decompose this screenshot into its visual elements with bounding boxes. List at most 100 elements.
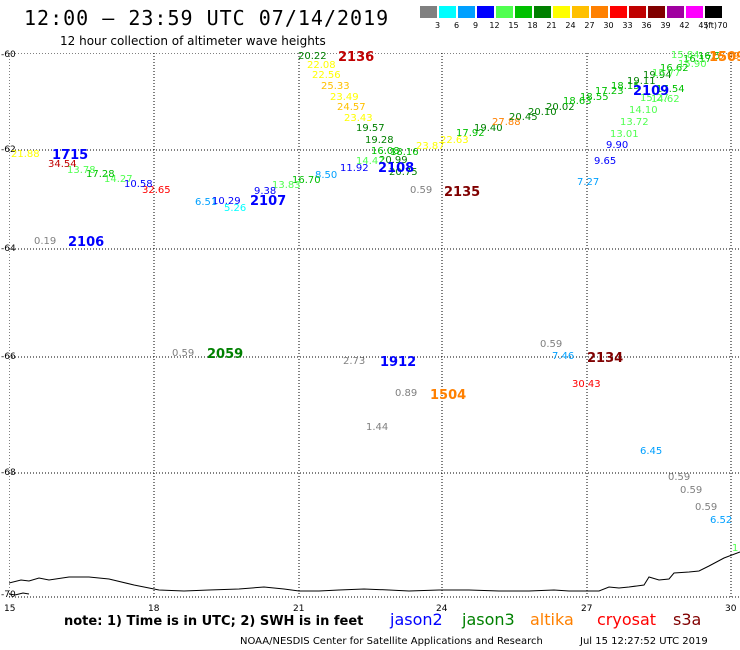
credit-line: NOAA/NESDIS Center for Satellite Applica… bbox=[240, 636, 543, 647]
wave-height-label: 1 bbox=[732, 543, 739, 554]
pass-number-label: 1509 bbox=[709, 50, 740, 65]
wave-height-label: 18.55 bbox=[580, 92, 609, 103]
wave-height-label: 16.08 bbox=[371, 146, 400, 157]
wave-height-label: 23.49 bbox=[330, 92, 359, 103]
wave-height-label: 24.57 bbox=[337, 102, 366, 113]
lat-tick-60: -60 bbox=[1, 50, 16, 60]
wave-height-label: 17.28 bbox=[86, 169, 115, 180]
colorbar-label: 70 bbox=[717, 21, 728, 30]
pass-number-label: 2107 bbox=[250, 194, 287, 209]
wave-height-label: 19.28 bbox=[365, 135, 394, 146]
colorbar-swatch bbox=[439, 6, 456, 18]
wave-height-label: 16.70 bbox=[292, 175, 321, 186]
wave-height-label: 16.17 bbox=[683, 54, 712, 65]
colorbar-swatch bbox=[572, 6, 589, 18]
wave-height-label: 20.10 bbox=[528, 107, 557, 118]
wave-height-label: 22.63 bbox=[440, 135, 469, 146]
lat-tick-64: -64 bbox=[1, 244, 16, 254]
colorbar-label: 21 bbox=[546, 21, 557, 30]
wave-height-label: 18.63 bbox=[563, 96, 592, 107]
colorbar-swatch bbox=[648, 6, 665, 18]
wave-height-label: 15.84 bbox=[671, 50, 700, 61]
colorbar-swatch bbox=[420, 6, 437, 18]
colorbar-swatch bbox=[458, 6, 475, 18]
wave-height-label: 18.16 bbox=[390, 147, 419, 158]
pass-number-label: 2106 bbox=[68, 235, 105, 250]
wave-height-label: 0.59 bbox=[695, 502, 718, 513]
colorbar-swatch bbox=[610, 6, 627, 18]
wave-height-label: 10.58 bbox=[124, 179, 153, 190]
colorbar-label: 6 bbox=[453, 21, 460, 30]
wave-height-label: 20.99 bbox=[379, 155, 408, 166]
wave-height-label: 16.62 bbox=[660, 63, 689, 74]
wave-height-label: 15.90 bbox=[678, 59, 707, 70]
wave-height-label: 13.72 bbox=[620, 117, 649, 128]
satellite-legend-altika: altika bbox=[530, 610, 574, 629]
satellite-legend-jason3: jason3 bbox=[462, 610, 515, 629]
wave-height-label: 20.45 bbox=[509, 112, 538, 123]
wave-height-label: 9.90 bbox=[606, 140, 629, 151]
wave-height-label: 13.83 bbox=[272, 180, 301, 191]
pass-number-label: 2109 bbox=[633, 84, 670, 99]
map-area bbox=[9, 53, 740, 598]
wave-height-label: 8.50 bbox=[315, 170, 338, 181]
wave-height-label: 10.29 bbox=[212, 196, 241, 207]
wave-height-label: 34.54 bbox=[48, 159, 77, 170]
wave-height-label: 23.87 bbox=[416, 141, 445, 152]
wave-height-label: 15.77 bbox=[652, 68, 681, 79]
colorbar-label: 18 bbox=[527, 21, 538, 30]
colorbar-swatch bbox=[629, 6, 646, 18]
map-subtitle: 12 hour collection of altimeter wave hei… bbox=[60, 34, 326, 48]
wave-height-label: 16.5 bbox=[698, 51, 721, 62]
wave-height-label: 32.65 bbox=[142, 185, 171, 196]
coastline-islet bbox=[9, 592, 30, 596]
satellite-legend-s3a: s3a bbox=[673, 610, 702, 629]
wave-height-label: 20.75 bbox=[389, 167, 418, 178]
wave-height-label: 9.38 bbox=[254, 186, 277, 197]
wave-height-label: 6.52 bbox=[710, 515, 733, 526]
wave-height-label: 14.10 bbox=[629, 105, 658, 116]
wave-height-label: 0.59 bbox=[680, 485, 703, 496]
colorbar-label: 12 bbox=[489, 21, 500, 30]
wave-height-label: 13.01 bbox=[610, 129, 639, 140]
wave-height-label: 14.62 bbox=[651, 94, 680, 105]
colorbar-label: 36 bbox=[641, 21, 652, 30]
wave-height-label: 2.73 bbox=[343, 356, 366, 367]
colorbar-swatch bbox=[705, 6, 722, 18]
lat-tick-66: -66 bbox=[1, 352, 16, 362]
wave-height-label: 7.27 bbox=[577, 177, 600, 188]
colorbar-swatch bbox=[667, 6, 684, 18]
colorbar-label: 45 bbox=[698, 21, 709, 30]
wave-height-label: 0.59 bbox=[540, 339, 563, 350]
lon-tick-30: 30 bbox=[725, 604, 737, 614]
wave-height-label: 6.45 bbox=[640, 446, 663, 457]
wave-height-label: 0.59 bbox=[172, 348, 195, 359]
pass-number-label: 2059 bbox=[207, 347, 244, 362]
pass-number-label: 1504 bbox=[430, 388, 467, 403]
satellite-legend-cryosat: cryosat bbox=[597, 610, 657, 629]
lon-tick-18: 18 bbox=[148, 604, 160, 614]
pass-number-label: 2134 bbox=[587, 351, 624, 366]
colorbar-label: 30 bbox=[603, 21, 614, 30]
wave-height-label: 26.99 bbox=[711, 51, 740, 62]
generation-timestamp: Jul 15 12:27:52 UTC 2019 bbox=[580, 636, 708, 647]
pass-number-label: 1715 bbox=[52, 148, 89, 163]
wave-height-label: 14.27 bbox=[104, 174, 133, 185]
colorbar-label: 9 bbox=[472, 21, 479, 30]
colorbar-label: 27 bbox=[584, 21, 595, 30]
wave-height-label: 0.59 bbox=[668, 472, 691, 483]
map-svg bbox=[9, 53, 740, 598]
wave-height-label: 20.02 bbox=[546, 102, 575, 113]
colorbar-swatch bbox=[477, 6, 494, 18]
pass-number-label: 2135 bbox=[444, 185, 481, 200]
coastline bbox=[9, 551, 740, 592]
wave-height-label: 21.88 bbox=[11, 149, 40, 160]
colorbar-swatch bbox=[496, 6, 513, 18]
wave-height-label: 6.51 bbox=[195, 197, 218, 208]
wave-height-label: 1.44 bbox=[366, 422, 389, 433]
wave-height-label: 0.19 bbox=[34, 236, 57, 247]
wave-height-label: 25.33 bbox=[321, 81, 350, 92]
wave-height-label: 9.65 bbox=[594, 156, 617, 167]
pass-number-label: 1912 bbox=[380, 355, 417, 370]
colorbar-label: 15 bbox=[508, 21, 519, 30]
